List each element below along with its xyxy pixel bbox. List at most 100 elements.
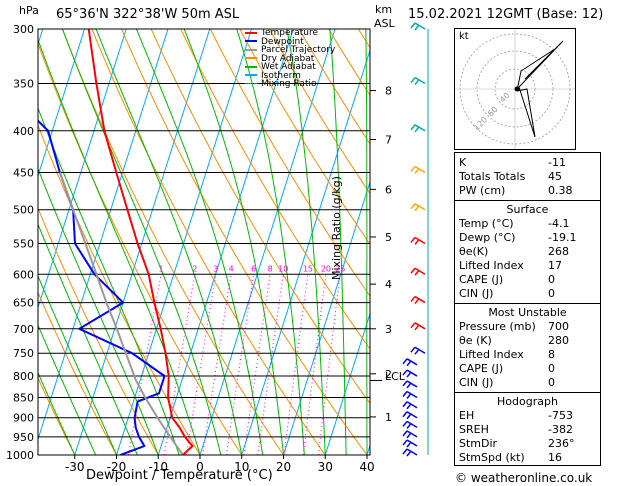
mixing-ratio-line <box>318 274 341 455</box>
pressure-tick-label: 1000 <box>6 449 34 462</box>
surface-cape-value: 0 <box>548 273 555 286</box>
temperature-tick-label: -10 <box>148 460 168 474</box>
mu-lifted: Lifted Index 8 <box>455 348 600 362</box>
indices-table: K -11 Totals Totals 45 PW (cm) 0.38 Surface… <box>454 152 601 466</box>
hodo-eh: EH -753 <box>455 409 600 423</box>
x-axis-title: Dewpoint / Temperature (°C) <box>86 468 273 483</box>
index-k: K -11 <box>455 156 600 170</box>
pressure-tick-label: 400 <box>13 125 34 138</box>
surface-lifted-value: 17 <box>548 259 562 272</box>
legend-swatch <box>245 83 257 84</box>
mixing-ratio-line <box>202 274 232 455</box>
mixing-ratio-line <box>243 274 271 455</box>
hodograph-kt-label: kt <box>459 31 469 42</box>
legend-swatch <box>245 74 257 76</box>
legend-label: Dewpoint <box>261 36 304 47</box>
surface-lifted: Lifted Index 17 <box>455 259 600 273</box>
pressure-tick-label: 350 <box>13 78 34 91</box>
mixing-ratio-label: 15 <box>303 264 313 273</box>
wind-barb <box>402 420 418 429</box>
index-k-label: K <box>459 156 467 169</box>
legend-label: Isotherm <box>261 70 301 81</box>
isotherm-line <box>199 29 336 455</box>
hodo-stmdir: StmDir 236° <box>455 437 600 451</box>
surface-temp: Temp (°C) -4.1 <box>455 217 600 231</box>
index-k-value: -11 <box>548 156 566 169</box>
surface-temp-label: Temp (°C) <box>459 217 514 230</box>
index-pw-label: PW (cm) <box>459 184 506 197</box>
hodograph-ring-label: 40 <box>498 91 512 105</box>
km-tick-label: 4 <box>385 278 392 291</box>
temperature-tick-label: -30 <box>65 460 85 474</box>
pressure-tick-label: 950 <box>13 431 34 444</box>
wet-adiabat-line <box>38 106 180 455</box>
surface-theta: θe(K) 268 <box>455 245 600 259</box>
legend-entry: Parcel Trajectory <box>245 46 335 55</box>
surface-theta-label: θe(K) <box>459 245 489 258</box>
hodograph-storm-motion <box>514 86 520 92</box>
wind-barb <box>410 76 426 86</box>
km-tick-label: 3 <box>385 323 392 336</box>
surface-temp-value: -4.1 <box>548 217 570 230</box>
surface-dewp-value: -19.1 <box>548 231 577 244</box>
legend-entry: Dry Adiabat <box>245 54 314 64</box>
hodo-stmdir-label: StmDir <box>459 437 498 450</box>
mu-cape-value: 0 <box>548 362 555 375</box>
pressure-tick-label: 900 <box>13 412 34 425</box>
legend-swatch <box>245 40 257 42</box>
surface-dewp-label: Dewp (°C) <box>459 231 516 244</box>
pressure-tick-label: 300 <box>13 23 34 36</box>
asl-label: ASL <box>374 17 395 30</box>
temperature-tick-label: 10 <box>234 460 249 474</box>
mixing-ratio-axis-label: Mixing Ratio (g/kg) <box>330 176 343 280</box>
hodograph-panel: 40 60 120 kt <box>454 28 576 150</box>
dry-adiabat-line <box>239 29 370 246</box>
legend-entry: Temperature <box>245 29 318 38</box>
mixing-ratio-label: 2 <box>192 264 197 273</box>
pressure-tick-label: 450 <box>13 166 34 179</box>
wind-barb <box>402 411 418 420</box>
mixing-ratio-label: 4 <box>229 264 234 273</box>
wind-barb <box>402 448 418 457</box>
wet-adiabat-line <box>236 29 305 455</box>
mu-cin-value: 0 <box>548 376 555 389</box>
mixing-ratio-label: 20 <box>321 264 331 273</box>
isotherm-line <box>157 29 294 455</box>
temperature-tick-label: 30 <box>318 460 333 474</box>
pressure-tick-label: 850 <box>13 391 34 404</box>
surface-cin-label: CIN (J) <box>459 287 494 300</box>
pressure-tick-label: 550 <box>13 237 34 250</box>
mixing-ratio-label: 3 <box>213 264 218 273</box>
index-totals-label: Totals Totals <box>459 170 526 183</box>
wet-adiabat-line <box>365 29 368 455</box>
legend-label: Parcel Trajectory <box>261 45 336 55</box>
km-tick-label: 2 <box>385 368 392 381</box>
wind-barb <box>402 390 418 399</box>
temperature-tick-label: -20 <box>107 460 127 474</box>
mu-theta-value: 280 <box>548 334 569 347</box>
isotherm-line <box>324 312 370 455</box>
surface-dewp: Dewp (°C) -19.1 <box>455 231 600 245</box>
wind-barb <box>402 369 418 378</box>
hodo-stmspd-value: 16 <box>548 451 562 464</box>
dry-adiabat-line <box>180 29 370 350</box>
isotherm-line <box>38 29 169 441</box>
wind-barb <box>402 358 418 367</box>
mu-lifted-value: 8 <box>548 348 555 361</box>
isotherm-line <box>283 180 370 455</box>
legend: Temperature Dewpoint Parcel Trajectory Dry … <box>239 29 370 91</box>
temperature-tick-label: 0 <box>196 460 204 474</box>
km-tick-label: 7 <box>385 134 392 147</box>
mixing-ratio-label: 10 <box>278 264 288 273</box>
pressure-tick-label: 800 <box>13 370 34 383</box>
surface-theta-value: 268 <box>548 245 569 258</box>
wind-barb <box>402 430 418 439</box>
mixing-ratio-line <box>302 274 327 455</box>
surface-cin: CIN (J) 0 <box>455 287 600 301</box>
isotherm-line <box>38 29 127 310</box>
copyright: © weatheronline.co.uk <box>455 471 593 485</box>
hodo-stmspd-label: StmSpd (kt) <box>459 451 525 464</box>
mu-pressure-value: 700 <box>548 320 569 333</box>
hodo-sreh-value: -382 <box>548 423 573 436</box>
mixing-ratio-line <box>257 274 284 455</box>
